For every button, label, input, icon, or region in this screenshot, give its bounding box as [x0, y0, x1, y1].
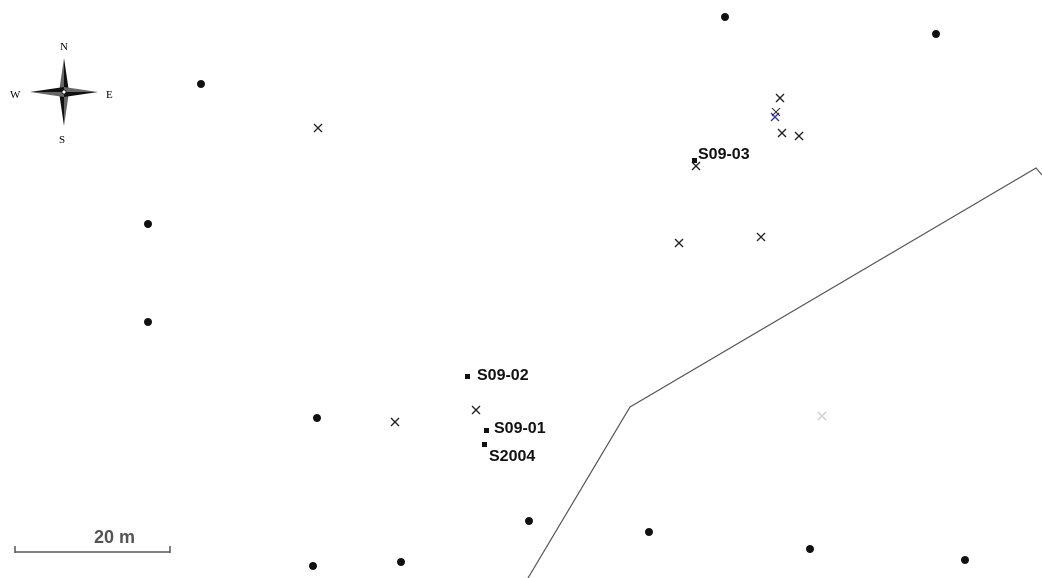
site-markers	[465, 158, 697, 447]
black-dot-icon	[397, 558, 405, 566]
compass-north-label: N	[60, 41, 68, 53]
x-cross-icon	[756, 232, 766, 242]
square-marker-icon	[465, 374, 470, 379]
black-dot-icon	[197, 80, 205, 88]
x-cross-icon	[390, 417, 400, 427]
x-cross-icon-highlighted	[771, 107, 781, 117]
black-dot-icon	[144, 220, 152, 228]
x-cross-icon	[691, 161, 701, 171]
black-dot-icon	[961, 556, 969, 564]
square-marker-icon	[482, 442, 487, 447]
compass-west-label: W	[10, 89, 21, 101]
square-marker-icon	[484, 428, 489, 433]
site-label-s09-03: S09-03	[698, 146, 750, 163]
black-dot-icon	[525, 517, 533, 525]
black-dot-icon	[806, 545, 814, 553]
black-dot-icon	[313, 414, 321, 422]
black-dot-icon	[721, 13, 729, 21]
site-label-s09-02: S09-02	[477, 367, 529, 384]
cross-markers	[313, 93, 804, 427]
x-cross-icon	[775, 93, 785, 103]
black-dot-icon	[309, 562, 317, 570]
square-marker-icon	[692, 158, 697, 163]
boundary-line	[527, 167, 1042, 578]
black-dot-icon	[645, 528, 653, 536]
site-label-s09-01: S09-01	[494, 420, 546, 437]
compass-south-label: S	[59, 134, 65, 146]
x-cross-icon	[471, 405, 481, 415]
x-cross-icon	[313, 123, 323, 133]
compass-rose-icon	[30, 58, 98, 126]
scale-bar-label: 20 m	[94, 527, 135, 547]
scale-bar-icon	[14, 546, 171, 553]
compass-east-label: E	[106, 89, 113, 101]
black-dot-icon	[144, 318, 152, 326]
black-dot-icon	[932, 30, 940, 38]
x-cross-icon	[674, 238, 684, 248]
x-cross-icon-faded	[817, 411, 827, 421]
point-markers	[144, 13, 969, 570]
x-cross-icon	[794, 131, 804, 141]
site-label-s2004: S2004	[489, 448, 535, 465]
x-cross-icon	[777, 128, 787, 138]
